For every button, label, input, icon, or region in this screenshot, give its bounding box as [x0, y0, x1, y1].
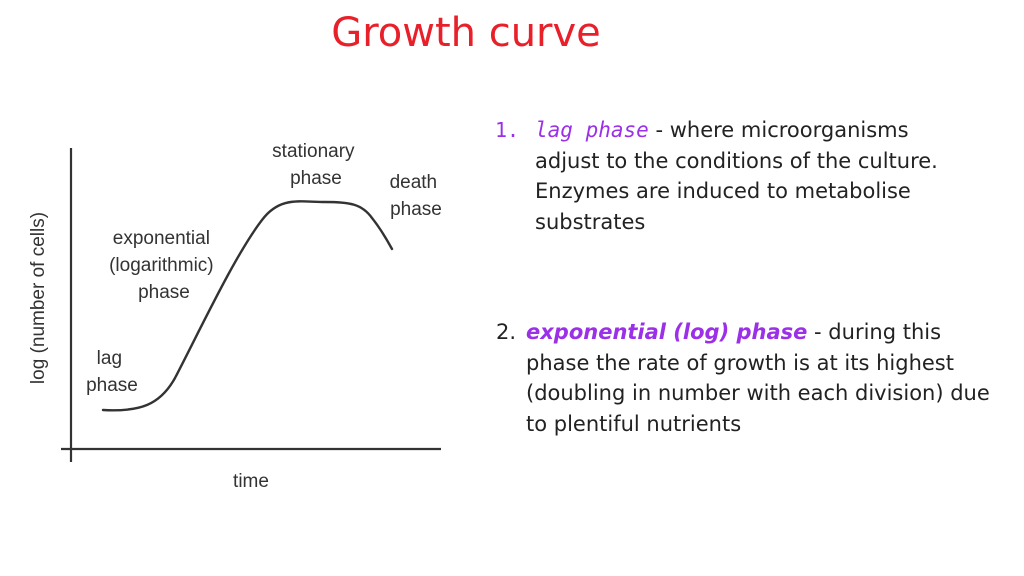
growth-curve-diagram: log (number of cells) time lag phase exp… [28, 141, 443, 492]
note-number: 1. [495, 118, 520, 142]
lag-phase-label-line: lag [97, 348, 122, 369]
stationary-phase-label-line: phase [290, 168, 342, 189]
note-text: - where microorganisms adjust to the con… [535, 118, 938, 234]
slide-title: Growth curve [331, 10, 601, 56]
x-axis-label: time [233, 471, 269, 492]
note-number: 2. [496, 320, 517, 344]
note-term: exponential (log) phase [526, 320, 808, 344]
note-body: exponential (log) phase - during this ph… [496, 317, 996, 439]
exponential-phase-label: exponential (logarithmic) phase [109, 228, 219, 303]
note-item-lag-phase: 1. lag phase - where microorganisms adju… [495, 115, 965, 237]
lag-phase-label-line: phase [86, 375, 138, 396]
exponential-phase-label-line: (logarithmic) [109, 255, 214, 276]
exponential-phase-label-line: exponential [113, 228, 210, 249]
note-body: lag phase - where microorganisms adjust … [495, 115, 965, 237]
death-phase-label-line: death [390, 172, 438, 193]
lag-phase-label: lag phase [86, 348, 138, 396]
note-item-exponential-phase: 2. exponential (log) phase - during this… [496, 317, 996, 439]
death-phase-label: death phase [390, 172, 443, 220]
note-term: lag phase [535, 118, 649, 142]
growth-curve-line [101, 200, 394, 412]
note-text: - during this phase the rate of growth i… [526, 320, 990, 436]
y-axis-label: log (number of cells) [28, 212, 49, 384]
stationary-phase-label-line: stationary [272, 141, 355, 162]
death-phase-label-line: phase [390, 199, 442, 220]
stationary-phase-label: stationary phase [272, 141, 360, 189]
exponential-phase-label-line: phase [138, 282, 190, 303]
